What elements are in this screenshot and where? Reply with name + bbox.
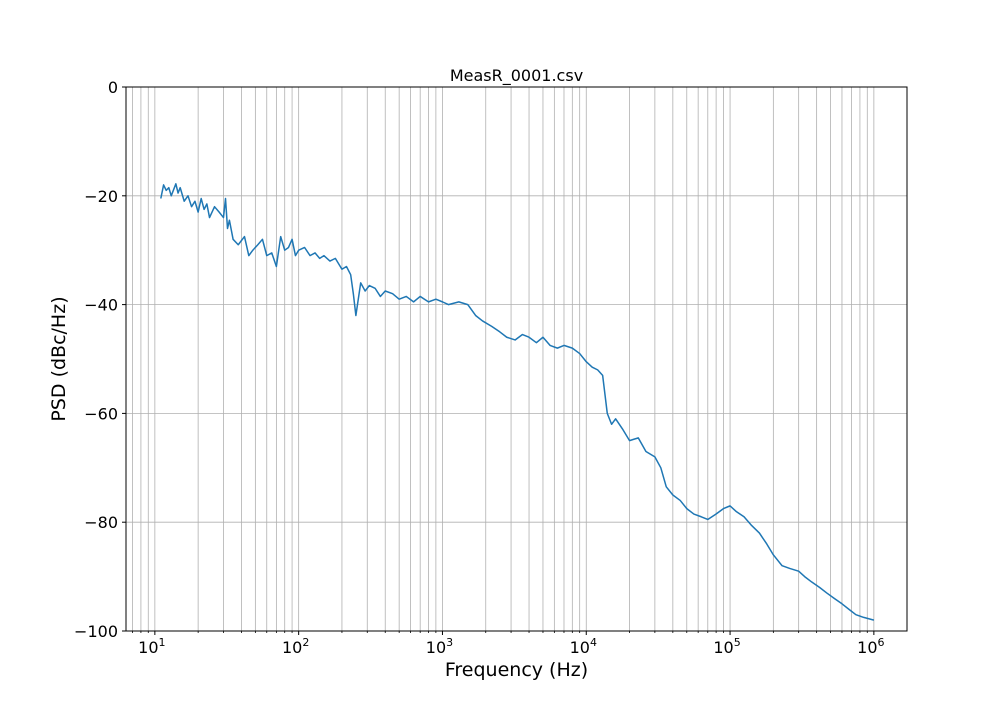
- chart-title: MeasR_0001.csv: [450, 66, 583, 86]
- x-tick-label: 104: [570, 636, 597, 657]
- plot-area-frame: [125, 86, 908, 632]
- y-axis-ticks: 0 −20 −40 −60 −80 −100: [74, 78, 126, 641]
- x-tick-label: 103: [426, 636, 453, 657]
- y-tick-label: −60: [84, 404, 118, 423]
- x-axis-title: Frequency (Hz): [445, 659, 588, 681]
- y-axis-title: PSD (dBc/Hz): [48, 296, 70, 421]
- x-tick-label: 105: [713, 636, 740, 657]
- y-tick-label: 0: [108, 78, 118, 97]
- y-tick-label: −20: [84, 187, 118, 206]
- major-grid: [126, 87, 907, 631]
- x-tick-label: 106: [857, 636, 884, 657]
- x-tick-label: 101: [138, 636, 165, 657]
- psd-series-line: [160, 183, 875, 621]
- x-tick-label: 102: [282, 636, 309, 657]
- y-tick-label: −100: [74, 622, 118, 641]
- y-tick-label: −40: [84, 296, 118, 315]
- x-axis-ticks: 101 102 103 104 105 106: [132, 631, 885, 657]
- minor-grid: [132, 87, 868, 631]
- y-tick-label: −80: [84, 513, 118, 532]
